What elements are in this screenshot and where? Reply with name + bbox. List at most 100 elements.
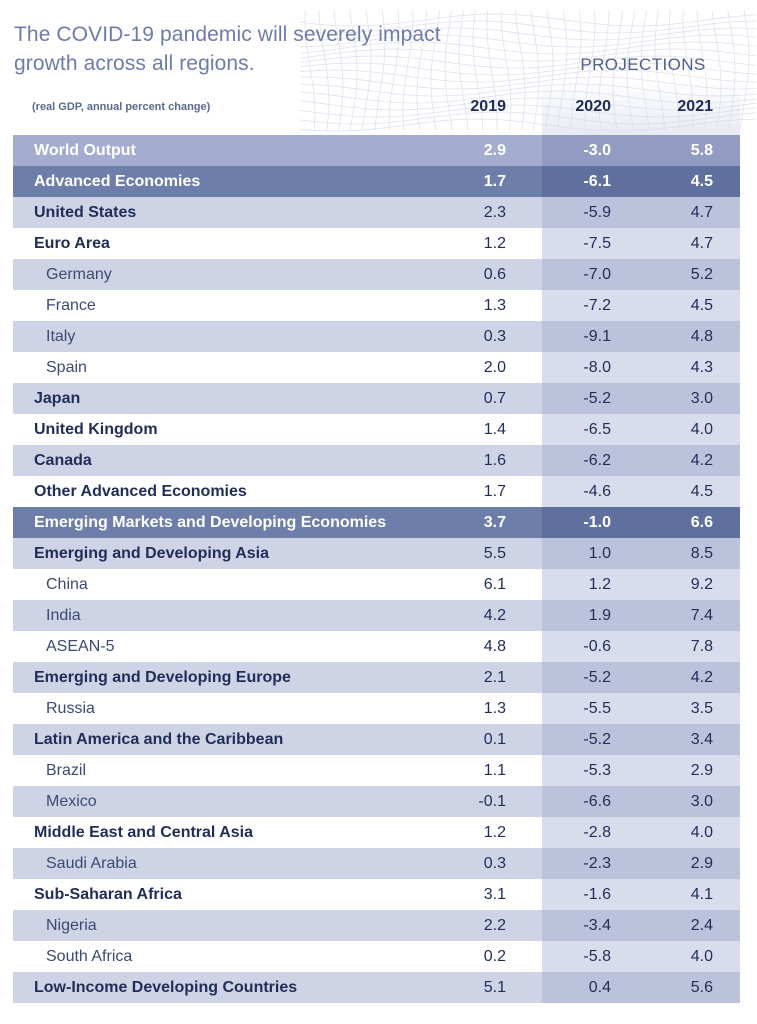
row-label: Japan xyxy=(34,390,81,407)
value-cell-2021: 4.2 xyxy=(690,669,713,686)
mesh-line xyxy=(515,9,526,131)
table-row: Sub-Saharan Africa 3.1 -1.6 4.1 xyxy=(13,879,740,910)
value-cell-2020: -1.0 xyxy=(583,514,611,531)
value-cell-2019: 0.3 xyxy=(483,328,506,345)
mesh-line xyxy=(458,9,469,131)
mesh-line xyxy=(299,55,757,69)
mesh-line xyxy=(430,9,441,131)
row-label: Latin America and the Caribbean xyxy=(34,731,284,748)
row-label: Saudi Arabia xyxy=(46,855,137,872)
value-cell-2020: -1.6 xyxy=(583,886,611,903)
value-cell-2021: 4.1 xyxy=(690,886,713,903)
value-cell-2021: 3.0 xyxy=(690,390,713,407)
table-row: United Kingdom 1.4 -6.5 4.0 xyxy=(13,414,740,445)
value-cell-2021: 4.0 xyxy=(690,948,713,965)
value-cell-2021: 9.2 xyxy=(690,576,713,593)
row-label: United States xyxy=(34,204,137,221)
row-label: India xyxy=(46,607,81,624)
year-header-2020: 2020 xyxy=(575,98,611,115)
value-cell-2021: 4.5 xyxy=(690,483,713,500)
value-cell-2020: -5.2 xyxy=(583,731,611,748)
mesh-line xyxy=(333,9,344,131)
table-row: Canada 1.6 -6.2 4.2 xyxy=(13,445,740,476)
projection-column-shade xyxy=(542,383,740,414)
value-cell-2019: 2.9 xyxy=(483,142,506,159)
table-row: Emerging Markets and Developing Economie… xyxy=(13,507,740,538)
row-label: Emerging and Developing Asia xyxy=(34,545,270,562)
value-cell-2020: -8.0 xyxy=(583,359,611,376)
value-cell-2021: 4.7 xyxy=(690,204,713,221)
value-cell-2020: 1.2 xyxy=(588,576,611,593)
value-cell-2019: 2.1 xyxy=(483,669,506,686)
value-cell-2021: 3.4 xyxy=(690,731,713,748)
title-line-1: The COVID-19 pandemic will severely impa… xyxy=(14,23,441,46)
projection-column-shade xyxy=(542,166,740,197)
mesh-line xyxy=(349,9,358,131)
table-row: Spain 2.0 -8.0 4.3 xyxy=(13,352,740,383)
value-cell-2020: 0.4 xyxy=(588,979,611,996)
row-label: Italy xyxy=(46,328,76,345)
value-cell-2019: 2.3 xyxy=(483,204,506,221)
mesh-line xyxy=(500,9,512,131)
projection-column-shade xyxy=(542,972,740,1003)
value-cell-2019: -0.1 xyxy=(478,793,506,810)
value-cell-2019: 4.8 xyxy=(483,638,506,655)
mesh-line xyxy=(318,9,330,131)
mesh-line xyxy=(739,9,750,131)
year-header-2019: 2019 xyxy=(470,98,506,115)
mesh-line xyxy=(530,9,540,131)
table-row: Middle East and Central Asia 1.2 -2.8 4.0 xyxy=(13,817,740,848)
projection-column-shade xyxy=(542,786,740,817)
projection-column-shade xyxy=(542,197,740,228)
value-cell-2019: 3.7 xyxy=(483,514,506,531)
projection-column-shade xyxy=(542,507,740,538)
row-label: France xyxy=(46,297,96,314)
value-cell-2019: 1.6 xyxy=(483,452,506,469)
value-cell-2019: 0.1 xyxy=(483,731,506,748)
value-cell-2021: 4.2 xyxy=(690,452,713,469)
row-label: Advanced Economies xyxy=(34,173,201,190)
row-label: Sub-Saharan Africa xyxy=(34,886,182,903)
table-row: Russia 1.3 -5.5 3.5 xyxy=(13,693,740,724)
value-cell-2020: -7.5 xyxy=(583,235,611,252)
projection-column-shade xyxy=(542,879,740,910)
table-row: Other Advanced Economies 1.7 -4.6 4.5 xyxy=(13,476,740,507)
table-row: Japan 0.7 -5.2 3.0 xyxy=(13,383,740,414)
title-line-2: growth across all regions. xyxy=(14,52,255,75)
value-cell-2020: 1.0 xyxy=(588,545,611,562)
row-label: China xyxy=(46,576,88,593)
row-label: Brazil xyxy=(46,762,87,779)
projection-column-shade xyxy=(542,631,740,662)
unit-label: (real GDP, annual percent change) xyxy=(32,101,211,113)
value-cell-2021: 5.8 xyxy=(690,142,713,159)
projection-column-shade xyxy=(542,538,740,569)
value-cell-2019: 3.1 xyxy=(483,886,506,903)
row-label: Canada xyxy=(34,452,92,469)
row-label: World Output xyxy=(34,142,136,159)
value-cell-2020: -5.9 xyxy=(583,204,611,221)
value-cell-2021: 5.6 xyxy=(690,979,713,996)
value-cell-2021: 3.5 xyxy=(690,700,713,717)
value-cell-2019: 1.4 xyxy=(483,421,506,438)
row-label: United Kingdom xyxy=(34,421,158,438)
table-row: Italy 0.3 -9.1 4.8 xyxy=(13,321,740,352)
mesh-line xyxy=(486,9,498,131)
value-cell-2020: -0.6 xyxy=(583,638,611,655)
projection-column-shade xyxy=(542,135,740,166)
value-cell-2020: -7.0 xyxy=(583,266,611,283)
value-cell-2020: -5.5 xyxy=(583,700,611,717)
table-row: Advanced Economies 1.7 -6.1 4.5 xyxy=(13,166,740,197)
value-cell-2019: 0.7 xyxy=(483,390,506,407)
mesh-line xyxy=(299,20,757,34)
value-cell-2019: 2.0 xyxy=(483,359,506,376)
value-cell-2021: 2.9 xyxy=(690,855,713,872)
value-cell-2020: -6.1 xyxy=(583,173,611,190)
mesh-line xyxy=(472,9,484,131)
value-cell-2019: 5.1 xyxy=(483,979,506,996)
value-cell-2020: 1.9 xyxy=(588,607,611,624)
value-cell-2021: 4.3 xyxy=(690,359,713,376)
value-cell-2020: -5.3 xyxy=(583,762,611,779)
value-cell-2019: 1.3 xyxy=(483,297,506,314)
value-cell-2020: -5.2 xyxy=(583,669,611,686)
value-cell-2019: 1.7 xyxy=(483,483,506,500)
